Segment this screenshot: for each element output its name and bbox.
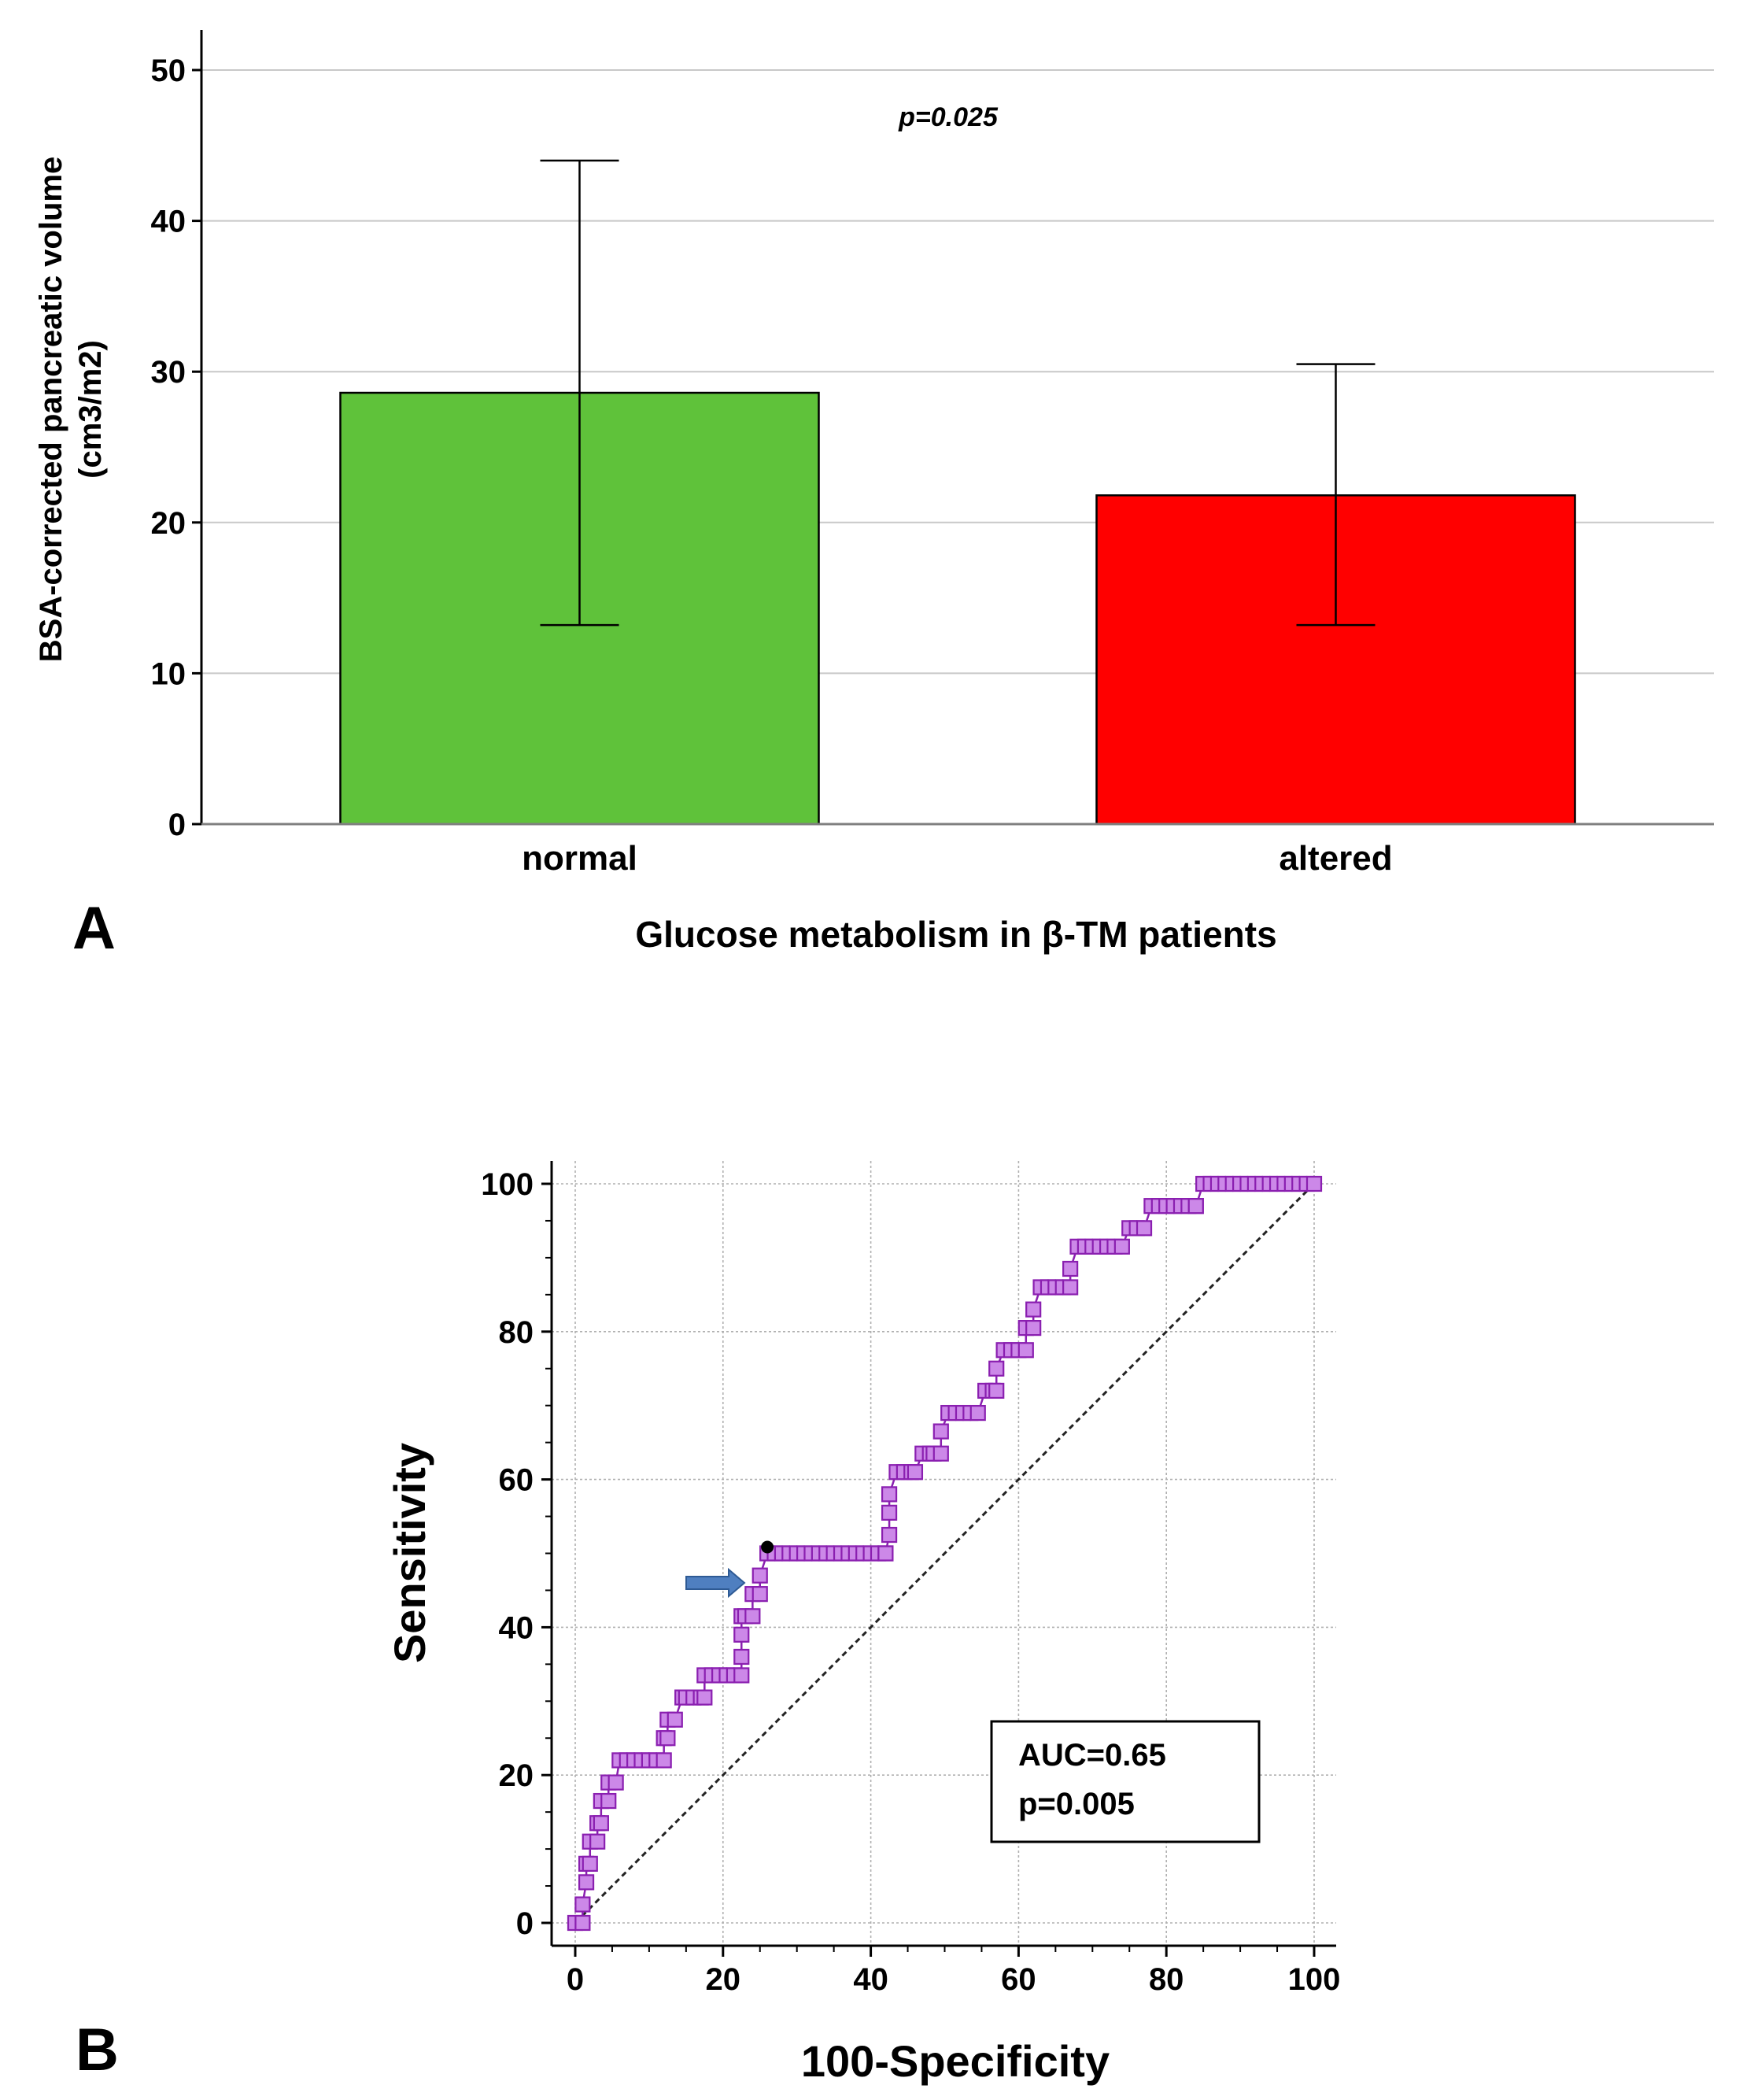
- roc-point: [1113, 1238, 1130, 1255]
- roc-point: [1136, 1220, 1153, 1237]
- panel-b-auc-box: AUC=0.65 p=0.005: [990, 1720, 1261, 1843]
- roc-point: [600, 1792, 617, 1810]
- roc-point: [881, 1526, 898, 1544]
- roc-point: [574, 1914, 591, 1932]
- panel-b-roc-curve: [567, 1175, 1323, 1932]
- panel-a-error-bars: [540, 159, 1376, 627]
- panel-b-cutoff-arrow: [685, 1567, 746, 1599]
- panel-a-y-tick-label: 10: [151, 656, 186, 691]
- roc-point: [607, 1774, 624, 1791]
- panel-b-y-tick-label: 40: [499, 1610, 534, 1645]
- panel-a-bar-chart: 0 10 20 30 40 50 normal altered p=0.025 BSA-co…: [34, 30, 1714, 962]
- auc-p-value: p=0.005: [1018, 1787, 1135, 1821]
- roc-point: [907, 1464, 924, 1481]
- panel-b-y-axis-title: Sensitivity: [385, 1443, 434, 1663]
- panel-b-x-tick-label: 60: [1001, 1962, 1036, 1997]
- roc-point: [751, 1586, 768, 1603]
- roc-point: [659, 1730, 676, 1747]
- panel-a-x-tick-label: altered: [1279, 839, 1392, 878]
- panel-b-y-tick-label: 60: [499, 1463, 534, 1498]
- panel-b-x-tick-label: 80: [1149, 1962, 1184, 1997]
- roc-point: [1062, 1279, 1079, 1296]
- roc-point: [751, 1567, 768, 1584]
- roc-point: [877, 1545, 894, 1562]
- roc-point: [589, 1833, 606, 1850]
- auc-box-frame: [990, 1720, 1261, 1843]
- panel-b-y-tick-labels: 0 20 40 60 80 100: [481, 1167, 534, 1941]
- roc-point: [655, 1752, 672, 1769]
- panel-b-y-tick-label: 80: [499, 1315, 534, 1350]
- roc-point: [1025, 1320, 1042, 1337]
- panel-a-axes: [200, 30, 1714, 826]
- roc-point: [881, 1504, 898, 1521]
- roc-point: [1187, 1198, 1204, 1215]
- roc-point: [578, 1874, 595, 1891]
- roc-point: [667, 1711, 683, 1728]
- roc-point: [696, 1689, 713, 1706]
- auc-value: AUC=0.65: [1018, 1738, 1166, 1773]
- panel-a-label: A: [72, 895, 116, 962]
- roc-point: [932, 1423, 949, 1440]
- roc-point: [582, 1855, 598, 1872]
- panel-a-y-tick-label: 40: [151, 205, 186, 239]
- panel-b-x-tick-labels: 0 20 40 60 80 100: [567, 1962, 1341, 1997]
- roc-point: [1025, 1301, 1042, 1318]
- panel-a-x-axis-title: Glucose metabolism in β-TM patients: [635, 914, 1276, 955]
- panel-b-label: B: [76, 2017, 119, 2083]
- roc-point: [1305, 1175, 1323, 1192]
- panel-a-y-tick-label: 20: [151, 506, 186, 541]
- panel-a-y-tick-label: 50: [151, 54, 186, 88]
- panel-a-y-axis-title-line1: BSA-corrected pancreatic volume: [34, 157, 68, 662]
- roc-point: [593, 1815, 609, 1832]
- panel-a-y-tick-label: 0: [168, 808, 186, 842]
- panel-b-x-axis-title: 100-Specificity: [801, 2036, 1110, 2086]
- roc-point: [988, 1360, 1005, 1377]
- panel-b-x-tick-label: 100: [1288, 1962, 1341, 1997]
- panel-b-roc-chart: 0 20 40 60 80 100 0 20 40 60 80 100 AUC=0.65 p=0.0…: [76, 1161, 1340, 2086]
- panel-a-p-value: p=0.025: [898, 102, 999, 132]
- panel-b-x-tick-label: 40: [853, 1962, 888, 1997]
- panel-a-x-tick-labels: normal altered: [522, 839, 1393, 878]
- roc-point: [733, 1648, 750, 1666]
- roc-point: [744, 1608, 761, 1625]
- panel-b-y-tick-label: 100: [481, 1167, 534, 1202]
- panel-a-x-tick-label: normal: [522, 839, 637, 878]
- panel-b-x-tick-label: 20: [706, 1962, 741, 1997]
- roc-point: [988, 1382, 1005, 1399]
- roc-point: [932, 1445, 949, 1462]
- roc-point: [574, 1896, 591, 1913]
- panel-a-y-tick-label: 30: [151, 355, 186, 390]
- panel-a-y-tick-labels: 0 10 20 30 40 50: [151, 54, 186, 842]
- panel-b-reference-line: [574, 1182, 1316, 1924]
- panel-b-minor-ticks: [545, 1219, 1279, 1952]
- panel-a-y-axis-title-line2: (cm3/m2): [73, 340, 108, 479]
- reference-diagonal-line: [574, 1182, 1316, 1924]
- roc-point: [733, 1667, 750, 1684]
- panel-a-bars: [339, 391, 1576, 826]
- roc-point: [1017, 1342, 1034, 1359]
- roc-point: [733, 1626, 750, 1643]
- panel-b-y-tick-label: 0: [516, 1906, 534, 1941]
- roc-point: [969, 1404, 986, 1422]
- panel-b-y-tick-label: 20: [499, 1758, 534, 1793]
- panel-b-x-tick-label: 0: [567, 1962, 584, 1997]
- arrow-icon: [685, 1567, 746, 1599]
- cutoff-point-marker: [761, 1540, 774, 1554]
- roc-point: [881, 1486, 898, 1503]
- roc-point: [1062, 1260, 1079, 1277]
